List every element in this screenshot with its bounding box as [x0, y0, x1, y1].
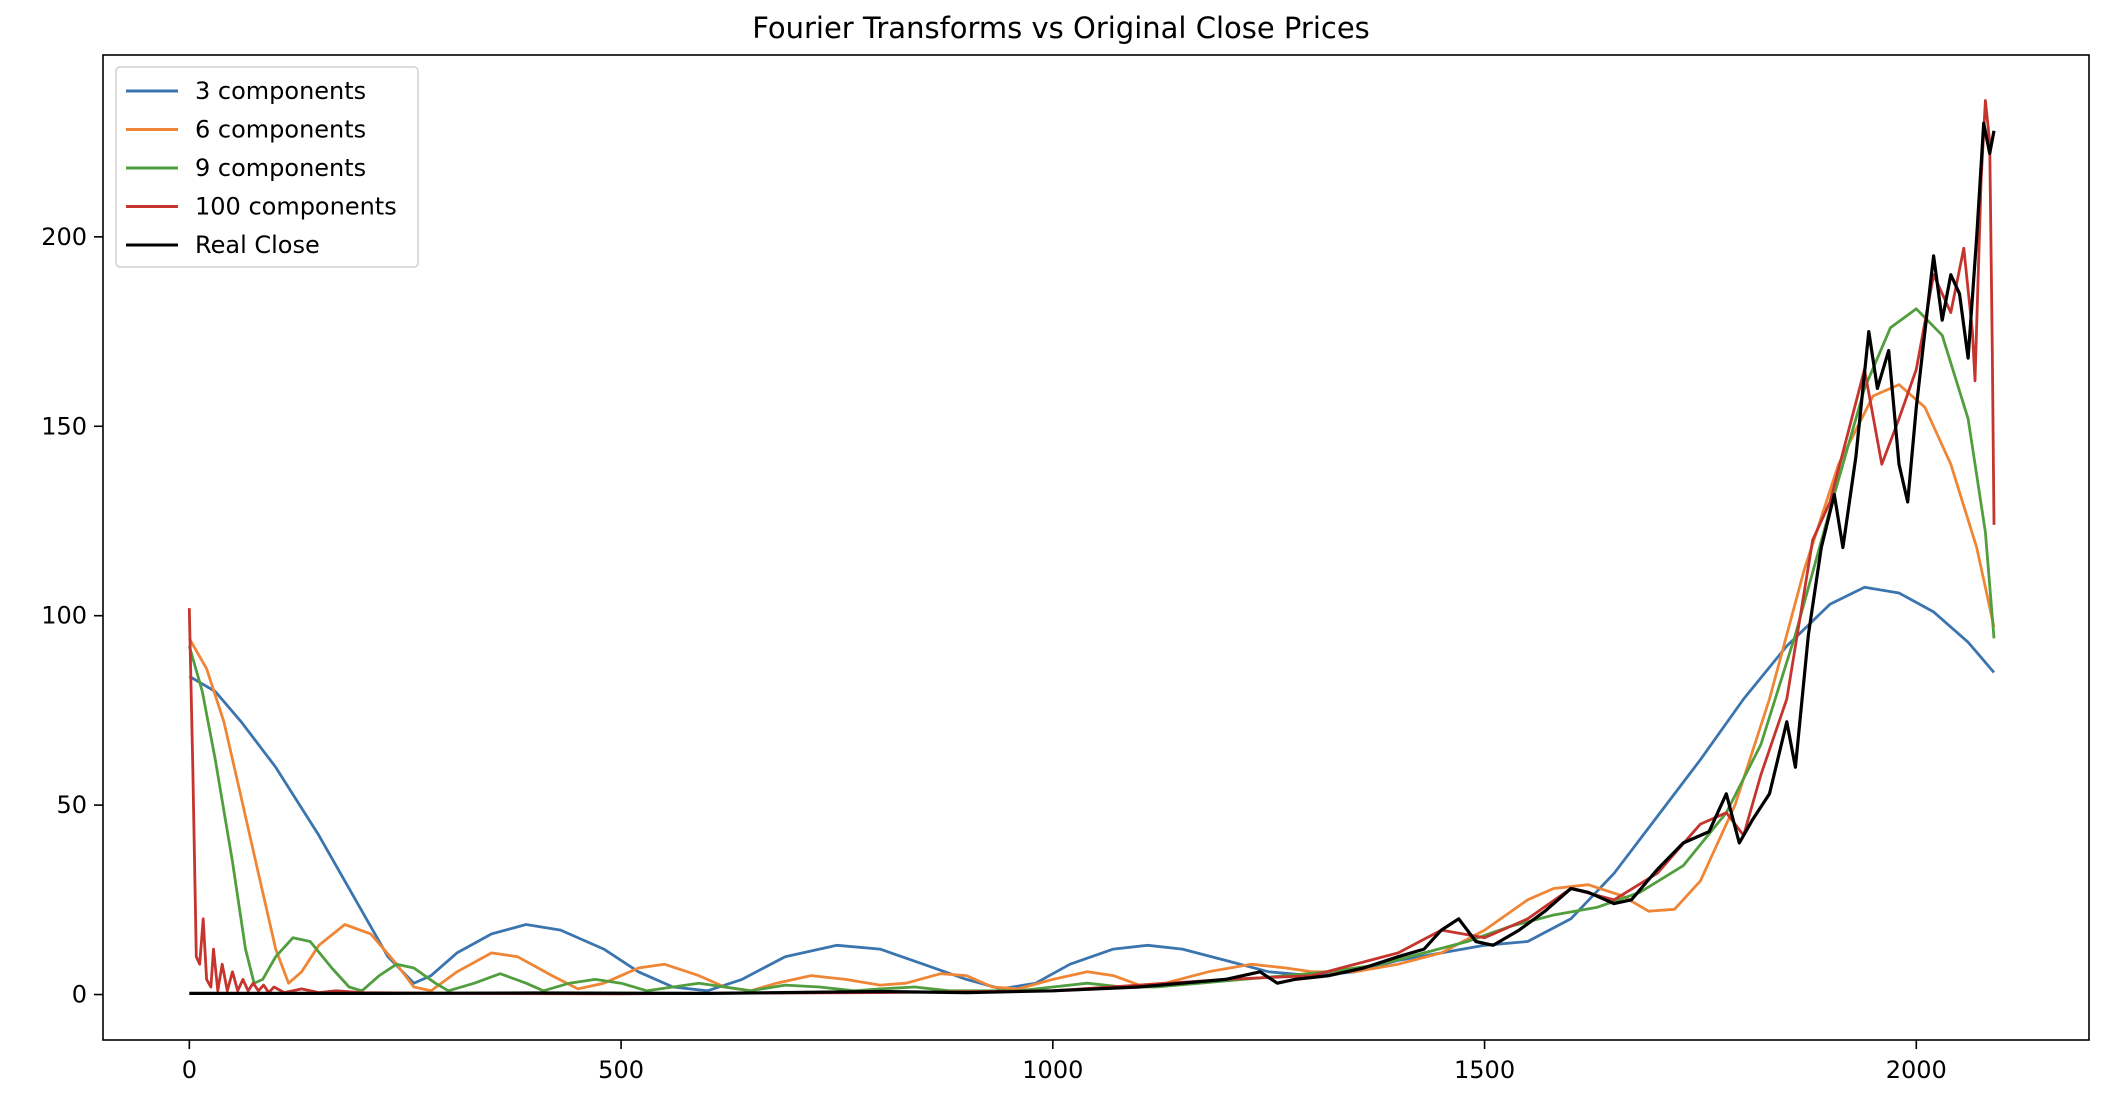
y-axis: 0 50 100 150 200: [41, 223, 103, 1009]
plot-frame: [102, 54, 2090, 1041]
y-tick-label: 100: [41, 602, 87, 630]
x-tick-label: 1000: [1022, 1056, 1083, 1084]
x-tick-label: 2000: [1886, 1056, 1947, 1084]
x-axis: 0 500 1000 1500 2000: [182, 1040, 1947, 1084]
chart-title: Fourier Transforms vs Original Close Pri…: [752, 11, 1370, 45]
series-lines: [187, 99, 1996, 996]
y-tick-label: 0: [72, 981, 87, 1009]
x-tick-label: 500: [598, 1056, 644, 1084]
legend-label-1: 6 components: [195, 116, 366, 144]
series-line-3: [187, 99, 1996, 996]
y-tick-label: 50: [56, 791, 87, 819]
x-tick-label: 1500: [1454, 1056, 1515, 1084]
legend: 3 components 6 components 9 components 100 …: [115, 66, 419, 268]
y-tick-label: 200: [41, 223, 87, 251]
legend-label-4: Real Close: [195, 231, 320, 259]
legend-label-0: 3 components: [195, 77, 366, 105]
legend-label-2: 9 components: [195, 154, 366, 182]
series-line-4: [189, 121, 1996, 995]
series-line-1: [188, 383, 1996, 993]
legend-box: [115, 66, 419, 268]
x-tick-label: 0: [182, 1056, 197, 1084]
series-line-2: [187, 307, 1996, 993]
legend-label-3: 100 components: [195, 193, 397, 221]
series-line-0: [188, 585, 1996, 993]
y-tick-label: 150: [41, 412, 87, 440]
